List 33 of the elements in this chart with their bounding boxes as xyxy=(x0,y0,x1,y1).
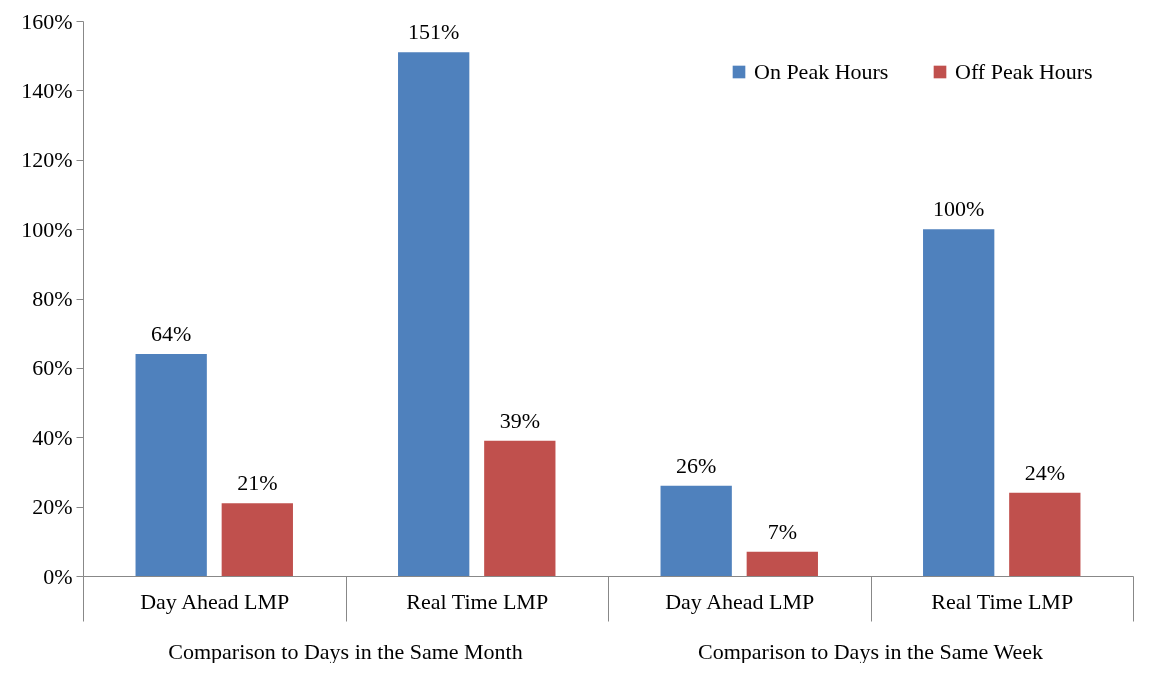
data-label: 7% xyxy=(767,518,797,544)
data-label: 64% xyxy=(151,321,192,346)
bar xyxy=(221,503,293,576)
bar xyxy=(746,551,818,576)
y-tick-label: 160% xyxy=(21,8,73,34)
bar xyxy=(484,440,556,576)
text: Comparison to Days in the Same Week xyxy=(698,639,1043,664)
data-label: 151% xyxy=(408,19,460,45)
data-label: 100% xyxy=(933,196,985,222)
bar xyxy=(660,485,732,576)
y-tick-label: 40% xyxy=(32,424,73,450)
text: Comparison to Days in the Same Month xyxy=(168,639,523,664)
legend-label: Off Peak Hours xyxy=(955,59,1093,84)
x-tick-label: Real Time LMP xyxy=(931,588,1074,614)
x-tick-label: Day Ahead LMP xyxy=(140,588,290,614)
y-tick-label: 120% xyxy=(21,147,73,173)
data-label: 21% xyxy=(237,470,278,496)
x-tick-label: Day Ahead LMP xyxy=(665,588,815,614)
data-label: 24% xyxy=(1024,459,1065,485)
legend-label: On Peak Hours xyxy=(754,59,889,84)
data-label: 39% xyxy=(499,407,540,433)
y-tick-label: 140% xyxy=(21,77,73,103)
y-tick-label: 100% xyxy=(21,216,73,242)
bar xyxy=(135,354,207,576)
bar xyxy=(398,52,470,576)
bar xyxy=(1009,492,1081,576)
x-tick-label: Real Time LMP xyxy=(406,588,549,614)
y-tick-label: 0% xyxy=(43,563,73,589)
data-label: 26% xyxy=(676,452,717,478)
bar xyxy=(923,229,995,576)
y-tick-label: 60% xyxy=(32,355,73,381)
y-tick-label: 80% xyxy=(32,286,73,311)
y-tick-label: 20% xyxy=(32,494,73,520)
